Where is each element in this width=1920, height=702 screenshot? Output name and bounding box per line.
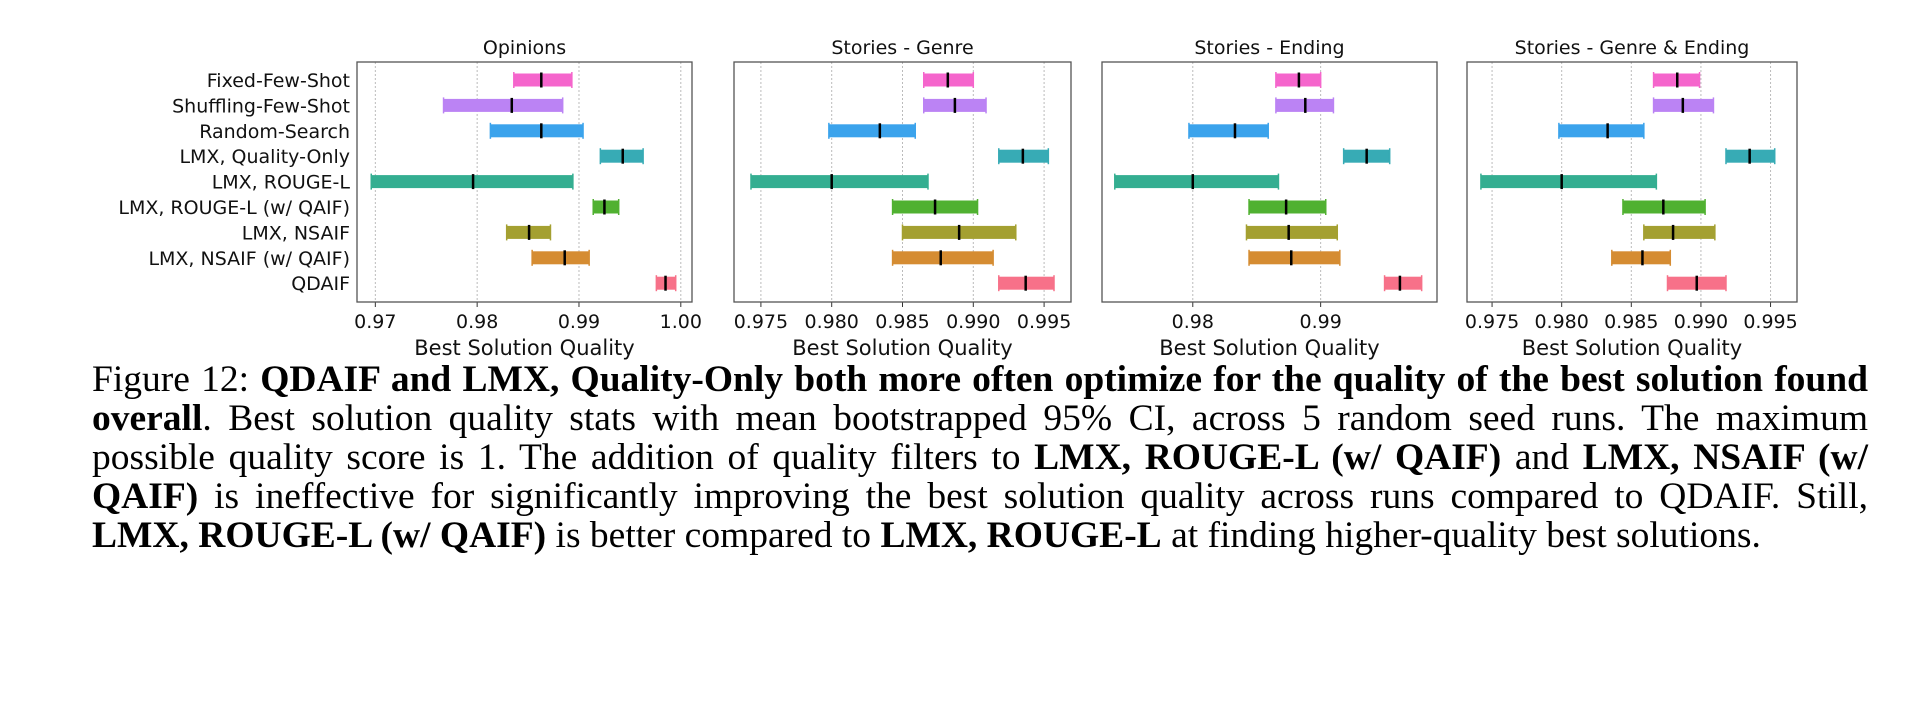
x-axis-label: Best Solution Quality (1159, 336, 1379, 360)
x-tick-label: 0.985 (1604, 311, 1658, 333)
x-axis-label: Best Solution Quality (1522, 336, 1742, 360)
ci-bar (1114, 175, 1279, 189)
ci-bar (1643, 225, 1715, 239)
panel-title: Stories - Genre (831, 37, 973, 59)
panel-title: Stories - Ending (1194, 37, 1344, 59)
x-tick-label: 1.00 (660, 311, 702, 333)
ci-bar (443, 98, 563, 112)
caption-bold: LMX, ROUGE-L (w/ QAIF) (92, 515, 547, 556)
caption-text: is better compared to (546, 515, 881, 556)
x-tick-label: 0.980 (804, 311, 858, 333)
y-tick-label: QDAIF (291, 273, 350, 295)
axes-frame (733, 61, 1072, 303)
x-tick-label: 0.975 (1465, 311, 1519, 333)
y-tick-label: LMX, ROUGE-L (212, 172, 351, 194)
caption-text: . Best solution quality stats with mean … (92, 398, 1868, 478)
x-tick-label: 0.98 (456, 311, 498, 333)
ci-bar (1558, 124, 1644, 138)
x-tick-label: 0.995 (1743, 311, 1797, 333)
x-tick-label: 0.97 (354, 311, 396, 333)
ci-bar (1249, 200, 1326, 214)
ci-bar (532, 251, 590, 265)
x-tick-label: 0.990 (946, 311, 1000, 333)
y-tick-label: Random-Search (199, 121, 350, 143)
x-axis-label: Best Solution Quality (414, 336, 634, 360)
panel-title: Stories - Genre & Ending (1515, 37, 1750, 59)
figure-caption: Figure 12: QDAIF and LMX, Quality-Only b… (92, 360, 1868, 555)
x-tick-label: 0.980 (1534, 311, 1588, 333)
x-tick-label: 0.985 (875, 311, 929, 333)
ci-bar (593, 200, 619, 214)
y-tick-label: LMX, NSAIF (w/ QAIF) (148, 248, 350, 270)
ci-bar (1480, 175, 1657, 189)
caption-bold: QDAIF and LMX, Quality-Only both more of… (92, 359, 1868, 439)
caption-bold: LMX, NSAIF (w/ QAIF) (92, 437, 1868, 517)
panel-title: Opinions (483, 37, 566, 59)
ci-bar (1384, 276, 1422, 290)
x-tick-label: 0.995 (1017, 311, 1071, 333)
figure-chart: Fixed-Few-Shot Shuffling-Few-Shot Random-S… (118, 37, 1798, 360)
caption-label: Figure 12: (92, 359, 261, 400)
ci-bar (513, 73, 572, 87)
x-tick-label: 0.975 (734, 311, 788, 333)
caption-bold: LMX, ROUGE-L (w/ QAIF) (1034, 437, 1502, 478)
ci-bar (1188, 124, 1269, 138)
x-tick-label: 0.990 (1674, 311, 1728, 333)
ci-bar (750, 175, 928, 189)
ci-bar (828, 124, 916, 138)
axes-frame (1101, 61, 1438, 303)
y-tick-label: Shuffling-Few-Shot (172, 95, 350, 117)
caption-text: at finding higher-quality best solutions… (1161, 515, 1761, 556)
caption-text: and (1501, 437, 1583, 478)
ci-bar (1611, 251, 1671, 265)
caption-bold: LMX, ROUGE-L (880, 515, 1162, 556)
x-tick-label: 0.98 (1172, 311, 1214, 333)
x-tick-label: 0.99 (558, 311, 600, 333)
x-tick-label: 0.99 (1299, 311, 1341, 333)
ci-bar (1246, 225, 1338, 239)
axes-frame (356, 61, 693, 303)
x-axis-label: Best Solution Quality (792, 336, 1012, 360)
y-tick-label: LMX, ROUGE-L (w/ QAIF) (118, 197, 350, 219)
caption-text: is ineffective for significantly improvi… (198, 476, 1868, 517)
y-tick-label: LMX, Quality-Only (179, 146, 350, 168)
axes-frame (1466, 61, 1798, 303)
y-tick-label: Fixed-Few-Shot (207, 70, 350, 92)
ci-bar (490, 124, 584, 138)
y-tick-label: LMX, NSAIF (242, 222, 350, 244)
ci-bar (892, 251, 994, 265)
ci-bar (1249, 251, 1340, 265)
